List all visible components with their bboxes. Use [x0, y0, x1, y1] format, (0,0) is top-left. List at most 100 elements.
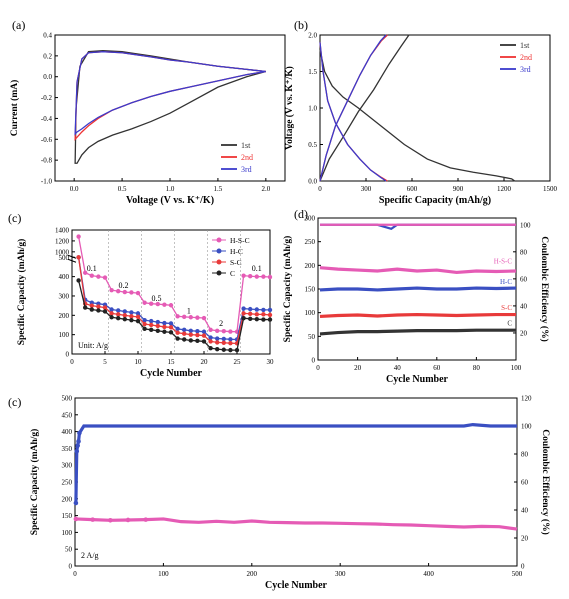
series-line: [319, 34, 387, 182]
data-point: [228, 337, 233, 342]
y2-tick-label: 60: [521, 479, 529, 487]
data-point: [267, 312, 273, 318]
data-point: [208, 335, 213, 340]
data-point: [195, 332, 200, 338]
series-line: [77, 236, 271, 333]
data-point: [234, 347, 240, 353]
data-point: [195, 338, 200, 344]
data-point: [90, 517, 95, 522]
y2-tick-label: 40: [520, 302, 528, 310]
data-point: [76, 255, 81, 260]
rate-annotation: 1: [187, 306, 191, 315]
data-point: [149, 318, 154, 324]
data-point: [89, 307, 95, 312]
data-point: [129, 314, 134, 319]
y2-tick-label: 20: [520, 329, 528, 337]
x-tick-label: 1200: [497, 185, 512, 193]
y-tick-label: 1.5: [308, 68, 317, 76]
data-point: [261, 317, 266, 322]
legend-entry: H-S-C: [230, 236, 250, 245]
data-point: [215, 346, 220, 352]
y-tick-label: 350: [62, 445, 73, 453]
x-axis-label: Cycle Number: [265, 580, 327, 591]
data-point: [102, 305, 108, 310]
data-point: [175, 314, 180, 319]
y2-tick-label: 20: [521, 535, 529, 543]
x-tick-label: 900: [453, 185, 464, 193]
legend-entry: C: [230, 269, 235, 278]
y-tick-label: -1.0: [41, 178, 53, 186]
data-point: [261, 307, 266, 313]
data-point: [96, 308, 101, 313]
series-line: [74, 51, 266, 142]
data-point: [261, 312, 266, 317]
x-axis-label: Cycle Number: [386, 374, 448, 385]
series-line: [319, 42, 388, 182]
y-tick-label: 0: [69, 563, 73, 571]
legend-entry: S-C: [230, 258, 242, 267]
x-axis-label: Cycle Number: [140, 368, 202, 379]
series-line: [319, 49, 516, 182]
legend-entry: 2nd: [520, 53, 532, 62]
y-axis-label: Specific Capacity (mAh/g): [16, 239, 27, 346]
data-point: [228, 329, 233, 334]
data-point: [96, 274, 101, 279]
y-tick-label: 0.2: [43, 52, 52, 60]
series-label: H-C: [500, 278, 512, 286]
axis-break: [67, 258, 77, 263]
data-point: [142, 326, 147, 332]
y2-axis-label: Coulombic Efficiency (%): [540, 429, 551, 535]
data-point: [254, 316, 259, 322]
y-tick-label: -0.2: [41, 94, 53, 102]
y-axis-label: Specific Capacity (mAh/g): [282, 236, 293, 343]
data-point: [221, 347, 226, 352]
data-point: [182, 337, 187, 342]
y-tick-label: 100: [62, 529, 73, 537]
y-tick-label: -0.6: [41, 136, 53, 144]
legend-marker: [216, 237, 222, 243]
data-point: [208, 339, 213, 344]
x-tick-label: 0: [316, 364, 320, 372]
data-point: [221, 336, 226, 342]
data-point: [175, 326, 180, 332]
panel-label: (d): [294, 207, 308, 221]
data-point: [122, 313, 128, 318]
data-point: [135, 290, 141, 296]
y-tick-label: 0.0: [308, 178, 317, 186]
x-tick-label: 300: [361, 185, 372, 193]
data-point: [241, 273, 246, 278]
data-point: [83, 270, 88, 275]
data-point: [267, 317, 273, 322]
x-tick-label: 1500: [543, 185, 558, 193]
data-point: [267, 274, 273, 280]
data-point: [254, 274, 259, 279]
y-tick-label: 250: [305, 238, 316, 246]
data-point: [155, 323, 160, 329]
data-point: [129, 317, 134, 323]
data-point: [168, 325, 174, 330]
y2-tick-label: 120: [521, 395, 532, 403]
data-point: [143, 517, 149, 522]
data-point: [168, 303, 174, 308]
x-axis-label: Voltage (V vs. K⁺/K): [126, 195, 214, 206]
x-tick-label: 0: [73, 570, 77, 578]
data-point: [188, 332, 193, 337]
y-tick-label: 300: [59, 292, 70, 300]
x-tick-label: 0: [318, 185, 322, 193]
y-tick-label: 300: [305, 215, 316, 223]
data-point: [168, 321, 174, 326]
data-point: [142, 300, 147, 305]
y2-tick-label: 40: [521, 507, 529, 515]
data-point: [162, 320, 167, 326]
data-point: [195, 315, 200, 320]
data-point: [149, 301, 154, 306]
rate-annotation: 2 A/g: [81, 551, 99, 560]
series-line: [74, 51, 266, 136]
legend-entry: 1st: [520, 41, 530, 50]
data-point: [215, 336, 220, 341]
data-point: [149, 327, 154, 333]
series-line: [319, 312, 516, 319]
x-tick-label: 400: [423, 570, 434, 578]
